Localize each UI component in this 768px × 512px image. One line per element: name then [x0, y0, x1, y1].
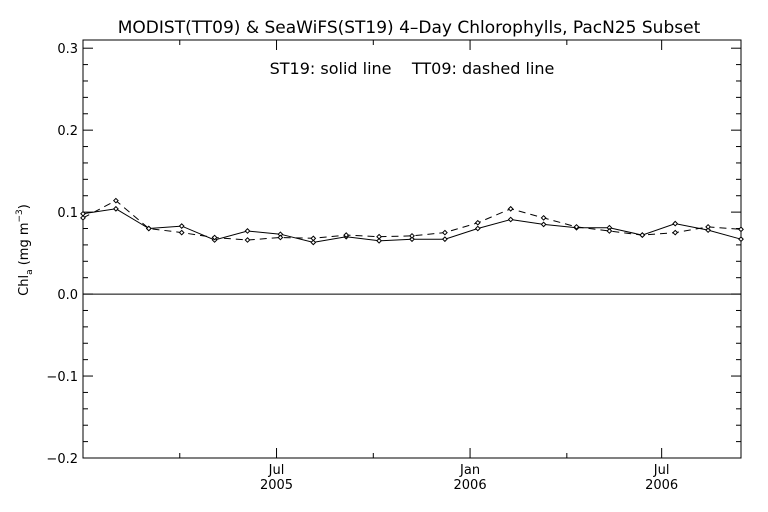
series-st19 — [80, 205, 744, 246]
data-point-st19 — [310, 239, 317, 246]
data-point-tt09 — [178, 229, 185, 236]
series-tt09 — [80, 197, 744, 243]
data-point-st19 — [672, 220, 679, 227]
y-axis-label-sup: −3 — [15, 209, 25, 222]
data-point-tt09 — [474, 219, 481, 226]
data-point-tt09 — [606, 228, 613, 234]
data-point-tt09 — [376, 233, 383, 240]
data-point-st19 — [409, 236, 415, 243]
data-point-tt09 — [639, 232, 646, 238]
x-tick-sublabel: 2005 — [260, 478, 293, 493]
x-tick-label: Jul — [268, 463, 285, 478]
chart-title: MODIST(TT09) & SeaWiFS(ST19) 4–Day Chlor… — [118, 18, 701, 38]
data-point-tt09 — [80, 214, 86, 221]
x-tick-sublabel: 2006 — [454, 478, 487, 493]
data-point-tt09 — [310, 235, 317, 242]
y-tick-label: −0.1 — [46, 370, 78, 385]
data-point-tt09 — [507, 205, 514, 212]
y-axis-label-main: Chl — [17, 275, 32, 296]
data-point-tt09 — [145, 225, 152, 232]
data-point-tt09 — [672, 229, 679, 236]
plot-frame — [82, 39, 742, 459]
y-tick-label: −0.2 — [46, 452, 78, 467]
series-layer — [80, 197, 744, 246]
data-point-st19 — [441, 236, 448, 243]
data-point-st19 — [178, 223, 185, 229]
data-point-tt09 — [441, 229, 448, 236]
data-point-tt09 — [343, 232, 350, 238]
data-point-st19 — [244, 228, 251, 234]
y-axis-label-close: ) — [17, 204, 32, 209]
axes: −0.2−0.10.00.10.20.3Jul2005Jan2006Jul200… — [46, 39, 742, 493]
legend-annotation: ST19: solid line TT09: dashed line — [270, 59, 555, 78]
data-point-tt09 — [573, 223, 580, 230]
data-point-st19 — [376, 237, 383, 244]
x-tick-sublabel: 2006 — [645, 478, 678, 493]
data-point-st19 — [738, 236, 744, 243]
data-point-st19 — [540, 221, 547, 228]
data-point-tt09 — [409, 232, 415, 239]
y-tick-label: 0.2 — [57, 124, 78, 139]
y-tick-label: 0.3 — [57, 42, 78, 57]
y-axis-label-sub: a — [25, 269, 35, 275]
y-axis-label: Chla (mg m−3) — [15, 204, 35, 296]
data-point-tt09 — [112, 197, 119, 204]
data-point-tt09 — [540, 214, 547, 221]
data-point-st19 — [112, 205, 119, 212]
data-point-tt09 — [738, 226, 744, 233]
y-tick-label: 0.0 — [57, 288, 78, 303]
data-point-tt09 — [211, 234, 218, 241]
series-line-tt09 — [82, 200, 742, 241]
y-axis-label-units: (mg m — [17, 222, 32, 269]
data-point-st19 — [507, 216, 514, 223]
data-point-tt09 — [244, 237, 251, 243]
data-point-tt09 — [277, 234, 284, 241]
y-tick-label: 0.1 — [57, 206, 78, 221]
x-tick-label: Jul — [653, 463, 670, 478]
data-point-tt09 — [705, 223, 712, 230]
x-tick-label: Jan — [459, 463, 480, 478]
data-point-st19 — [474, 225, 481, 232]
data-point-st19 — [705, 227, 712, 234]
